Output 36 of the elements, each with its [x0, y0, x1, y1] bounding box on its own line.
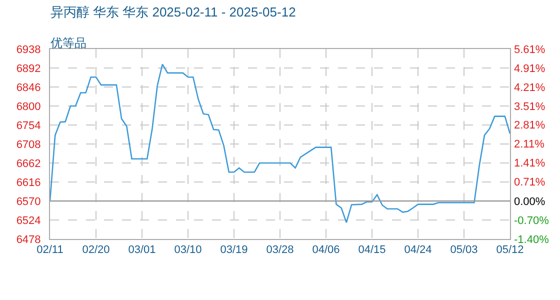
y2-tick-label: 0.71% — [514, 176, 546, 189]
y-tick-label: 6524 — [16, 214, 41, 227]
x-tick-label: 05/03 — [450, 244, 478, 256]
x-tick-label: 03/19 — [220, 244, 248, 256]
y-tick-label: 6708 — [16, 138, 41, 151]
y2-tick-label: 5.61% — [514, 44, 546, 56]
y2-tick-label: 2.81% — [514, 120, 546, 132]
y2-tick-label: 4.91% — [514, 62, 546, 75]
y2-tick-label: 0.00% — [514, 196, 546, 208]
y-tick-label: 6938 — [16, 44, 41, 56]
x-tick-label: 04/15 — [358, 244, 386, 256]
chart-subtitle: 优等品 — [50, 36, 86, 50]
x-tick-label: 03/01 — [128, 244, 156, 256]
y2-tick-label: 4.21% — [514, 82, 546, 94]
y-tick-label: 6754 — [16, 120, 41, 132]
y-tick-label: 6892 — [16, 62, 41, 75]
y2-tick-label: -1.40% — [514, 234, 550, 246]
x-tick-label: 03/10 — [174, 244, 202, 256]
line-series — [50, 64, 510, 224]
y-tick-label: 6570 — [16, 196, 41, 208]
y-tick-label: 6662 — [16, 158, 41, 170]
y2-tick-label: 2.11% — [514, 138, 545, 151]
x-tick-label: 03/28 — [266, 244, 294, 256]
x-tick-label: 05/12 — [496, 244, 524, 256]
y-tick-label: 6616 — [16, 176, 41, 189]
y2-tick-label: -0.70% — [514, 214, 550, 227]
y2-tick-label: 3.51% — [514, 100, 546, 113]
chart-title: 异丙醇 华东 华东 2025-02-11 - 2025-05-12 — [50, 4, 296, 20]
y-tick-label: 6846 — [16, 82, 41, 94]
x-tick-label: 04/24 — [404, 244, 432, 256]
y-tick-label: 6478 — [16, 234, 41, 246]
x-tick-label: 02/11 — [36, 244, 64, 256]
y-tick-label: 6800 — [16, 100, 41, 113]
y2-tick-label: 1.41% — [514, 158, 546, 170]
x-tick-label: 04/06 — [312, 244, 340, 256]
x-tick-label: 02/20 — [82, 244, 110, 256]
